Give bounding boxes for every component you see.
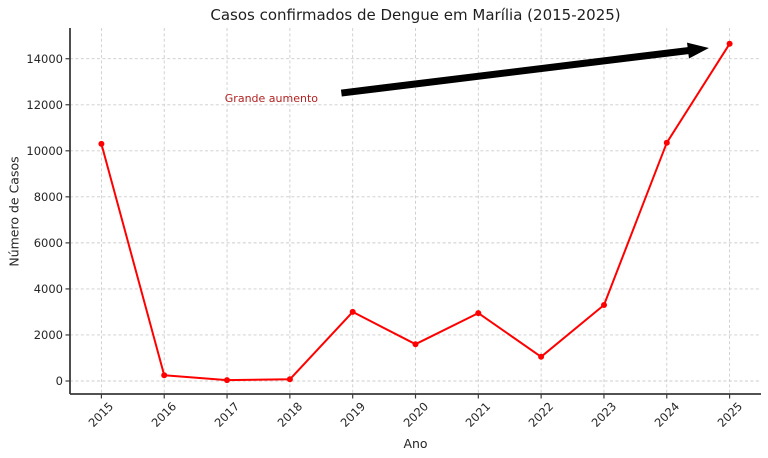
axis-tick-marks: [65, 58, 731, 399]
data-point-marker: [224, 377, 230, 384]
y-tick-label: 14000: [26, 51, 63, 66]
x-axis-label: Ano: [403, 436, 428, 451]
y-axis-label: Número de Casos: [6, 156, 22, 267]
y-tick-label: 6000: [33, 235, 63, 250]
data-point-marker: [412, 341, 419, 348]
data-point-markers: [98, 40, 733, 384]
annotation-arrow-icon: [340, 42, 709, 97]
data-point-marker: [98, 140, 105, 147]
data-point-marker: [726, 40, 733, 47]
data-point-marker: [286, 376, 293, 383]
data-point-marker: [161, 372, 168, 379]
data-point-marker: [601, 302, 607, 308]
y-tick-label: 4000: [33, 281, 63, 296]
data-point-marker: [349, 308, 356, 315]
y-tick-label: 8000: [33, 189, 63, 204]
y-tick-label: 2000: [33, 328, 63, 342]
y-tick-label: 12000: [26, 97, 63, 112]
chart-title: Casos confirmados de Dengue em Marília (…: [210, 6, 621, 24]
data-point-marker: [538, 353, 545, 360]
data-point-marker: [475, 310, 482, 317]
y-tick-label: 0: [55, 374, 63, 388]
y-tick-label: 10000: [26, 143, 63, 158]
data-point-marker: [663, 139, 670, 146]
annotation-text: Grande aumento: [224, 92, 318, 105]
